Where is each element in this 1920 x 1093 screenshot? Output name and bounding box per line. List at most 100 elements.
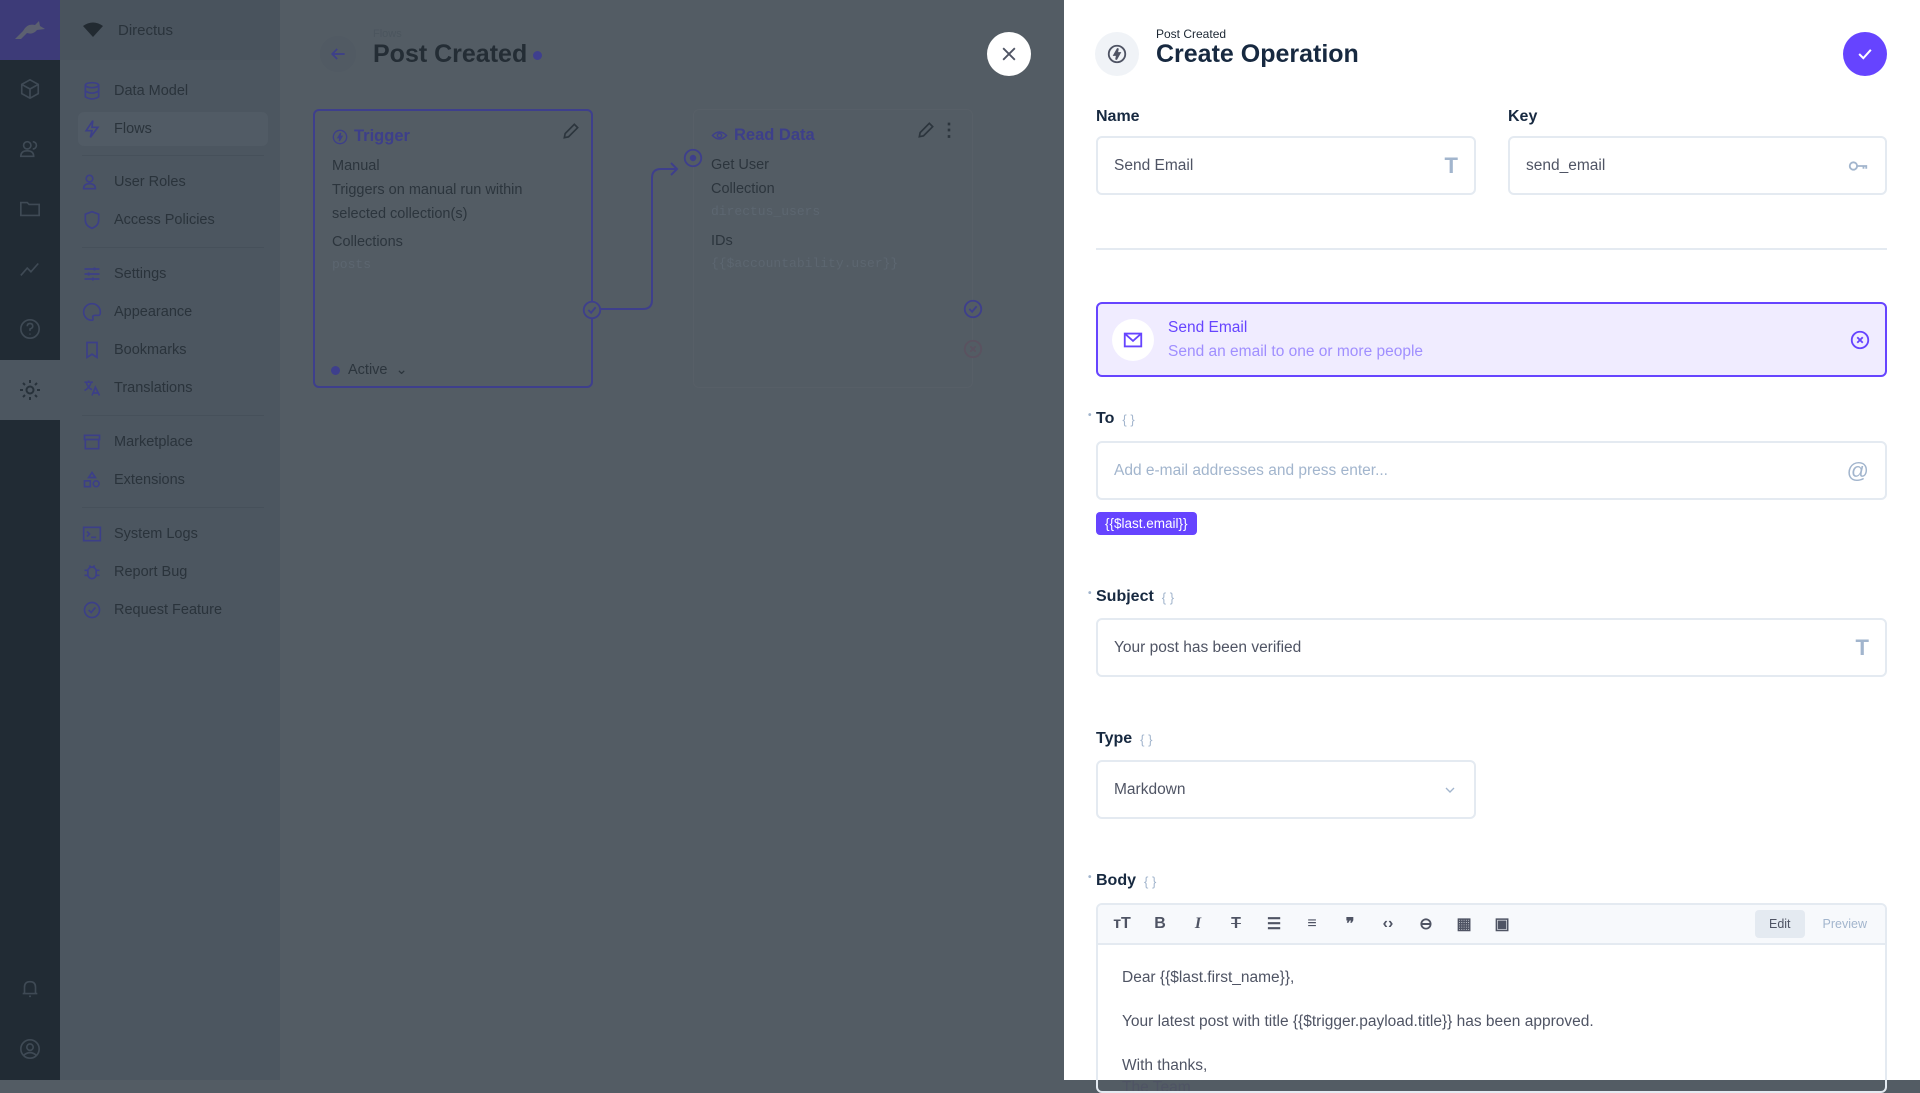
input-handle-icon[interactable] <box>682 147 704 169</box>
tab-edit[interactable]: Edit <box>1754 910 1805 938</box>
text-type-icon: T <box>1855 634 1869 660</box>
nav-item-user-roles[interactable]: User Roles <box>78 165 268 199</box>
drawer-subtitle: Post Created <box>1156 27 1227 41</box>
code-icon[interactable]: ‹› <box>1382 915 1394 932</box>
bold-icon[interactable]: B <box>1154 915 1166 932</box>
nav-divider <box>82 155 264 156</box>
strikethrough-icon[interactable]: T <box>1231 915 1241 932</box>
mail-icon <box>1112 318 1154 361</box>
project-header[interactable]: Directus <box>60 0 280 60</box>
raw-value-icon[interactable]: { } <box>1161 589 1175 605</box>
body-label: • Body { } <box>1088 872 1157 890</box>
help-icon[interactable] <box>0 309 60 349</box>
raw-value-icon[interactable]: { } <box>1140 731 1153 747</box>
nav-item-bookmarks[interactable]: Bookmarks <box>78 333 268 367</box>
type-label: Type { } <box>1096 730 1152 748</box>
nav-item-appearance[interactable]: Appearance <box>78 295 268 329</box>
users-icon[interactable] <box>0 129 60 169</box>
markdown-editor[interactable]: тT B I T ☰ ≡ ❞ ‹› ⊖ ▦ ▣ Edit Preview Dea… <box>1096 903 1887 1093</box>
nav-item-extensions[interactable]: Extensions <box>78 463 268 497</box>
edit-icon[interactable] <box>561 121 581 141</box>
page-title: Post Created <box>373 40 543 69</box>
shield-icon <box>84 210 100 230</box>
name-label: Name <box>1096 108 1140 126</box>
back-button[interactable] <box>320 36 356 72</box>
more-vertical-icon[interactable]: ⋮ <box>940 120 958 140</box>
content-icon[interactable] <box>0 69 60 109</box>
settings-navigation: Directus Data Model Flows User Roles Acc… <box>60 0 280 1080</box>
nav-item-report-bug[interactable]: Report Bug <box>78 555 268 589</box>
key-input[interactable]: send_email <box>1508 136 1887 195</box>
deselect-operation-icon[interactable] <box>1849 329 1871 351</box>
edit-icon[interactable] <box>916 120 936 140</box>
trigger-card[interactable]: Trigger Manual Triggers on manual run wi… <box>313 109 602 388</box>
notifications-icon[interactable] <box>0 969 60 1009</box>
directus-logo[interactable] <box>0 0 60 60</box>
tab-preview[interactable]: Preview <box>1822 917 1867 931</box>
name-label-text: Name <box>1096 108 1140 125</box>
name-input[interactable]: Send Email T <box>1096 136 1476 195</box>
link-icon[interactable]: ⊖ <box>1419 916 1433 933</box>
key-value: send_email <box>1526 156 1606 174</box>
project-logo-icon <box>83 22 103 37</box>
nav-item-translations[interactable]: Translations <box>78 371 268 405</box>
nav-label: Request Feature <box>114 602 223 618</box>
status-label: Active <box>348 362 388 378</box>
raw-value-icon[interactable]: { } <box>1144 873 1157 889</box>
text-type-icon: T <box>1444 152 1458 178</box>
success-handle-icon[interactable] <box>581 299 603 321</box>
editor-content[interactable]: Dear {{$last.first_name}}, Your latest p… <box>1098 945 1885 1091</box>
trigger-description: Triggers on manual run within selected c… <box>332 182 523 222</box>
failure-handle-icon[interactable] <box>962 338 984 360</box>
verified-icon <box>83 601 101 619</box>
close-drawer-button[interactable] <box>987 32 1031 76</box>
success-handle-icon[interactable] <box>962 298 984 320</box>
read-data-title-text: Read Data <box>734 126 815 144</box>
nav-item-system-logs[interactable]: System Logs <box>78 517 268 551</box>
nav-item-marketplace[interactable]: Marketplace <box>78 425 268 459</box>
settings-icon[interactable] <box>0 360 60 420</box>
name-value: Send Email <box>1114 156 1194 174</box>
arrow-left-icon <box>330 48 345 60</box>
required-indicator: • <box>1088 410 1092 421</box>
subject-value: Your post has been verified <box>1114 638 1302 656</box>
nav-item-access-policies[interactable]: Access Policies <box>78 203 268 237</box>
bug-icon <box>84 564 100 580</box>
image-icon[interactable]: ▣ <box>1494 916 1510 933</box>
nav-item-flows[interactable]: Flows <box>78 112 268 146</box>
nav-divider <box>82 415 264 416</box>
divider <box>1096 248 1887 250</box>
insights-icon[interactable] <box>0 249 60 289</box>
selected-operation-card[interactable]: Send Email Send an email to one or more p… <box>1096 302 1887 377</box>
subject-input[interactable]: Your post has been verified T <box>1096 618 1887 677</box>
numbered-list-icon[interactable]: ≡ <box>1307 915 1317 932</box>
editor-toolbar: тT B I T ☰ ≡ ❞ ‹› ⊖ ▦ ▣ Edit Preview <box>1098 905 1885 945</box>
bullet-list-icon[interactable]: ☰ <box>1266 916 1282 933</box>
status-dropdown[interactable]: Active ⌄ <box>331 362 408 378</box>
email-chip[interactable]: {{$last.email}} <box>1096 512 1197 535</box>
nav-item-data-model[interactable]: Data Model <box>78 74 268 108</box>
to-input[interactable]: Add e-mail addresses and press enter... @ <box>1096 441 1887 500</box>
palette-icon <box>82 302 102 322</box>
flow-editor: Flows Post Created Trigger Manual Trigge… <box>280 0 1064 1080</box>
trigger-title: Trigger <box>332 127 574 146</box>
drawer-header-icon <box>1095 32 1139 76</box>
raw-value-icon[interactable]: { } <box>1122 411 1135 427</box>
italic-icon[interactable]: I <box>1194 915 1202 932</box>
read-data-card[interactable]: Read Data ⋮ Get User Collection directus… <box>683 109 983 388</box>
project-name: Directus <box>118 21 174 39</box>
operation-name: Get User <box>711 157 770 173</box>
table-icon[interactable]: ▦ <box>1456 916 1472 933</box>
user-profile-icon[interactable] <box>0 1029 60 1069</box>
nav-label: User Roles <box>114 174 186 190</box>
nav-item-request-feature[interactable]: Request Feature <box>78 593 268 627</box>
collection-label: Collection <box>711 181 775 197</box>
blockquote-icon[interactable]: ❞ <box>1345 916 1355 933</box>
save-button[interactable] <box>1843 32 1887 76</box>
nav-item-settings[interactable]: Settings <box>78 257 268 291</box>
type-select[interactable]: Markdown <box>1096 760 1476 819</box>
files-icon[interactable] <box>0 189 60 229</box>
breadcrumb[interactable]: Flows <box>373 28 402 40</box>
sliders-icon <box>84 267 100 281</box>
heading-icon[interactable]: тT <box>1113 915 1131 932</box>
